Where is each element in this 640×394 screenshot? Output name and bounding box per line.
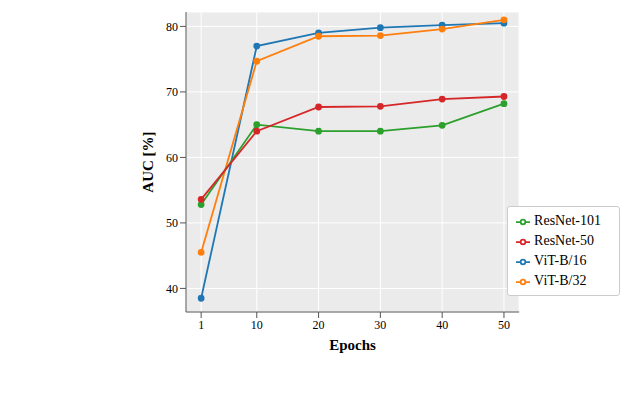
svg-text:AUC [%]: AUC [%] xyxy=(140,131,156,192)
svg-text:30: 30 xyxy=(374,318,386,332)
svg-text:20: 20 xyxy=(313,318,325,332)
svg-text:10: 10 xyxy=(251,318,263,332)
html-text:ResNet-101: ResNet-101 xyxy=(534,213,601,228)
svg-text:70: 70 xyxy=(166,85,178,99)
svg-text:40: 40 xyxy=(166,282,178,296)
svg-text:50: 50 xyxy=(498,318,510,332)
html-text:ResNet-50: ResNet-50 xyxy=(534,233,594,248)
html-text:ViT-B/16: ViT-B/16 xyxy=(534,253,587,268)
svg-text:Epochs: Epochs xyxy=(329,337,376,353)
svg-text:60: 60 xyxy=(166,151,178,165)
svg-text:40: 40 xyxy=(436,318,448,332)
html-text:ViT-B/32: ViT-B/32 xyxy=(534,273,587,288)
svg-text:50: 50 xyxy=(166,216,178,230)
svg-text:80: 80 xyxy=(166,20,178,34)
svg-text:1: 1 xyxy=(198,318,204,332)
